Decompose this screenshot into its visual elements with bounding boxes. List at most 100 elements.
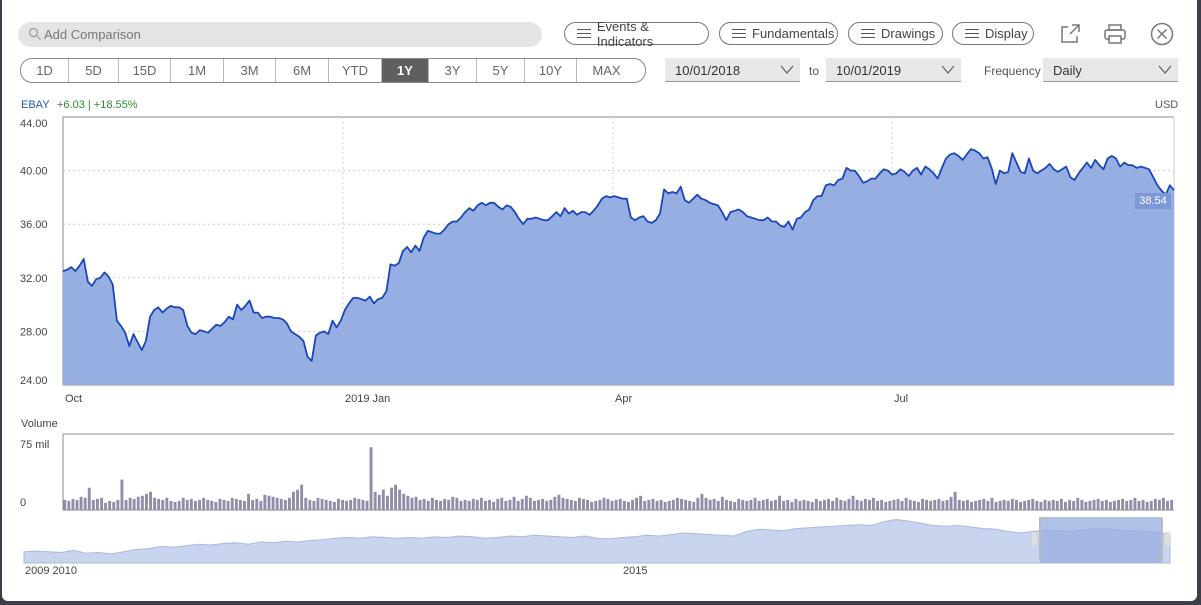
volume-bar bbox=[471, 498, 475, 510]
volume-bar bbox=[361, 499, 365, 510]
volume-bar bbox=[1084, 501, 1088, 510]
range-button-15d[interactable]: 15D bbox=[119, 59, 171, 82]
volume-bar bbox=[439, 500, 442, 510]
volume-bar bbox=[994, 501, 998, 510]
volume-bar bbox=[774, 499, 777, 510]
volume-bar bbox=[443, 498, 447, 510]
range-button-1m[interactable]: 1M bbox=[171, 59, 224, 82]
volume-bar bbox=[880, 499, 884, 510]
volume-bar bbox=[806, 500, 810, 510]
volume-bar bbox=[275, 497, 279, 510]
volume-bar bbox=[1149, 500, 1153, 510]
volume-bar bbox=[688, 500, 692, 510]
toolbar-top: Add Comparison Events & Indicators Funda… bbox=[18, 19, 1188, 49]
range-button-6m[interactable]: 6M bbox=[276, 59, 329, 82]
volume-bar bbox=[557, 494, 561, 510]
volume-bar bbox=[418, 499, 422, 510]
volume-bar bbox=[847, 498, 851, 510]
volume-bar bbox=[761, 499, 765, 510]
volume-bar bbox=[1108, 501, 1112, 510]
frequency-value: Daily bbox=[1053, 63, 1082, 78]
volume-bar bbox=[1166, 500, 1169, 510]
volume-bar bbox=[1125, 500, 1129, 510]
volume-bar bbox=[304, 497, 308, 510]
volume-bar bbox=[161, 499, 165, 510]
print-icon[interactable] bbox=[1103, 22, 1127, 46]
volume-bar bbox=[279, 498, 283, 510]
volume-bar bbox=[790, 501, 794, 510]
volume-bar bbox=[63, 499, 67, 510]
range-button-1d[interactable]: 1D bbox=[21, 59, 69, 82]
volume-bar bbox=[1117, 499, 1120, 510]
volume-bar bbox=[855, 499, 859, 510]
volume-bar bbox=[467, 500, 471, 510]
volume-bar bbox=[157, 498, 161, 510]
volume-bar bbox=[606, 498, 610, 510]
volume-tick-label: 75 mil bbox=[20, 439, 49, 451]
volume-bar bbox=[696, 497, 700, 510]
volume-bar bbox=[373, 491, 377, 510]
volume-bar bbox=[631, 499, 634, 510]
volume-bar bbox=[238, 499, 242, 510]
end-date-select[interactable]: 10/01/2019 bbox=[826, 58, 961, 82]
volume-bar bbox=[782, 500, 786, 510]
volume-bar bbox=[1068, 499, 1071, 510]
volume-bar bbox=[79, 496, 83, 510]
volume-bar bbox=[933, 499, 937, 510]
range-button-3m[interactable]: 3M bbox=[224, 59, 276, 82]
start-date-select[interactable]: 10/01/2018 bbox=[665, 58, 800, 82]
volume-bar bbox=[798, 500, 802, 510]
volume-bar bbox=[214, 501, 218, 510]
volume-bar bbox=[1059, 498, 1063, 510]
date-separator: to bbox=[809, 64, 820, 78]
volume-bar bbox=[194, 500, 197, 510]
range-button-10y[interactable]: 10Y bbox=[525, 59, 577, 82]
range-button-1y[interactable]: 1Y bbox=[382, 59, 429, 82]
volume-bar bbox=[177, 500, 181, 510]
range-button-5y[interactable]: 5Y bbox=[477, 59, 525, 82]
volume-bar bbox=[904, 497, 908, 510]
volume-bar bbox=[459, 500, 463, 510]
volume-bar bbox=[169, 500, 173, 510]
volume-bar bbox=[818, 500, 822, 510]
add-comparison-input[interactable]: Add Comparison bbox=[18, 22, 542, 47]
fundamentals-button[interactable]: Fundamentals bbox=[719, 22, 838, 45]
navigator-x-label: 2009 2010 bbox=[25, 565, 77, 577]
volume-bar bbox=[345, 500, 348, 510]
popout-icon[interactable] bbox=[1058, 22, 1082, 46]
volume-bar bbox=[524, 495, 528, 510]
volume-bar bbox=[308, 499, 312, 510]
frequency-select[interactable]: Daily bbox=[1043, 58, 1178, 82]
events-indicators-button[interactable]: Events & Indicators bbox=[564, 19, 709, 49]
range-button-3y[interactable]: 3Y bbox=[429, 59, 477, 82]
range-button-max[interactable]: MAX bbox=[592, 63, 621, 78]
volume-bar bbox=[823, 499, 826, 510]
volume-bar bbox=[700, 493, 704, 510]
volume-bar bbox=[341, 499, 344, 510]
display-button[interactable]: Display bbox=[952, 22, 1034, 45]
volume-label: Volume bbox=[21, 418, 58, 430]
volume-bar bbox=[296, 489, 299, 510]
volume-bar bbox=[802, 499, 806, 510]
volume-bar bbox=[165, 497, 169, 510]
volume-bar bbox=[553, 496, 557, 510]
volume-bar bbox=[1133, 497, 1137, 510]
range-selector: 1D 5D 15D 1M 3M 6M YTD 1Y 3Y 5Y 10Y MAX bbox=[20, 58, 646, 83]
volume-bar bbox=[970, 501, 973, 510]
x-tick-label: 2019 Jan bbox=[345, 393, 390, 405]
volume-bar bbox=[394, 484, 397, 510]
navigator-selection bbox=[1040, 517, 1162, 563]
drawings-button[interactable]: Drawings bbox=[848, 22, 943, 45]
volume-bar bbox=[484, 500, 487, 510]
volume-bar bbox=[565, 498, 569, 510]
range-button-5d[interactable]: 5D bbox=[69, 59, 119, 82]
volume-bar bbox=[132, 498, 136, 510]
volume-bar bbox=[659, 499, 663, 510]
range-button-ytd[interactable]: YTD bbox=[329, 59, 382, 82]
ticker-symbol[interactable]: EBAY bbox=[21, 99, 50, 111]
volume-bar bbox=[1088, 500, 1092, 510]
volume-bar bbox=[475, 499, 479, 510]
close-icon[interactable] bbox=[1150, 22, 1174, 46]
